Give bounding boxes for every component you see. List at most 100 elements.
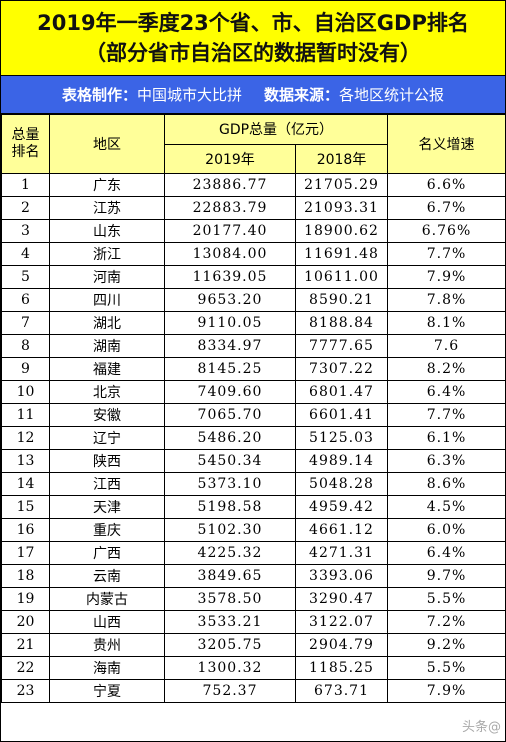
region-cell: 山东: [49, 219, 165, 243]
rank-header: 总量 排名: [1, 114, 50, 174]
table-row: 1 广东 23886.77 21705.29 6.6%: [1, 173, 506, 197]
gdp-2018-cell: 3290.47: [294, 587, 389, 611]
gdp-2019-cell: 3578.50: [164, 587, 296, 611]
gdp-table: 总量 排名 地区 GDP总量（亿元） 名义增速 2019年 2018年 1 广东 2…: [1, 114, 506, 703]
table-row: 17 广西 4225.32 4271.31 6.4%: [1, 541, 506, 565]
gdp-2019-cell: 9110.05: [164, 311, 296, 335]
table-row: 22 海南 1300.32 1185.25 5.5%: [1, 656, 506, 680]
table-row: 14 江西 5373.10 5048.28 8.6%: [1, 472, 506, 496]
title-band: 2019年一季度23个省、市、自治区GDP排名 （部分省市自治区的数据暂时没有）: [1, 1, 505, 76]
rank-cell: 14: [1, 472, 50, 496]
region-cell: 四川: [49, 288, 165, 312]
gdp-2019-cell: 9653.20: [164, 288, 296, 312]
table-row: 10 北京 7409.60 6801.47 6.4%: [1, 380, 506, 404]
growth-cell: 9.2%: [387, 633, 506, 657]
growth-cell: 6.76%: [387, 219, 506, 243]
rank-cell: 4: [1, 242, 50, 266]
table-row: 18 云南 3849.65 3393.06 9.7%: [1, 564, 506, 588]
rank-cell: 1: [1, 173, 50, 197]
growth-cell: 6.0%: [387, 518, 506, 542]
gdp-2019-cell: 8334.97: [164, 334, 296, 358]
growth-cell: 6.3%: [387, 449, 506, 473]
gdp-2019-cell: 3205.75: [164, 633, 296, 657]
region-cell: 重庆: [49, 518, 165, 542]
rank-cell: 22: [1, 656, 50, 680]
region-cell: 云南: [49, 564, 165, 588]
region-cell: 湖北: [49, 311, 165, 335]
growth-cell: 8.1%: [387, 311, 506, 335]
gdp-2019-cell: 3849.65: [164, 564, 296, 588]
gdp-2018-cell: 4661.12: [294, 518, 389, 542]
rank-cell: 3: [1, 219, 50, 243]
rank-cell: 10: [1, 380, 50, 404]
gdp-2018-cell: 8590.21: [294, 288, 389, 312]
credits-bar: 表格制作： 中国城市大比拼 数据来源： 各地区统计公报: [1, 76, 505, 114]
growth-cell: 4.5%: [387, 495, 506, 519]
growth-cell: 8.6%: [387, 472, 506, 496]
table-row: 13 陕西 5450.34 4989.14 6.3%: [1, 449, 506, 473]
rank-header-line2: 排名: [11, 144, 40, 160]
region-cell: 江西: [49, 472, 165, 496]
region-cell: 广东: [49, 173, 165, 197]
region-header: 地区: [49, 114, 165, 174]
rank-cell: 5: [1, 265, 50, 289]
region-cell: 海南: [49, 656, 165, 680]
table-row: 12 辽宁 5486.20 5125.03 6.1%: [1, 426, 506, 450]
gdp-2019-cell: 5450.34: [164, 449, 296, 473]
year-2019-header: 2019年: [164, 143, 296, 174]
growth-header: 名义增速: [387, 114, 506, 174]
growth-cell: 7.7%: [387, 242, 506, 266]
source-value: 各地区统计公报: [339, 86, 445, 104]
gdp-2019-cell: 3533.21: [164, 610, 296, 634]
table-body: 1 广东 23886.77 21705.29 6.6% 2 江苏 22883.79 21093.…: [1, 173, 506, 703]
gdp-2018-cell: 4959.42: [294, 495, 389, 519]
region-cell: 湖南: [49, 334, 165, 358]
page-title: 2019年一季度23个省、市、自治区GDP排名: [37, 11, 469, 35]
gdp-2018-cell: 7777.65: [294, 334, 389, 358]
gdp-2019-cell: 8145.25: [164, 357, 296, 381]
table-row: 19 内蒙古 3578.50 3290.47 5.5%: [1, 587, 506, 611]
gdp-2019-cell: 7409.60: [164, 380, 296, 404]
region-cell: 宁夏: [49, 679, 165, 703]
maker-value: 中国城市大比拼: [136, 86, 242, 104]
table-row: 5 河南 11639.05 10611.00 7.9%: [1, 265, 506, 289]
table-row: 4 浙江 13084.00 11691.48 7.7%: [1, 242, 506, 266]
growth-cell: 7.9%: [387, 679, 506, 703]
region-cell: 广西: [49, 541, 165, 565]
rank-cell: 12: [1, 426, 50, 450]
rank-cell: 2: [1, 196, 50, 220]
gdp-2019-cell: 5102.30: [164, 518, 296, 542]
rank-cell: 16: [1, 518, 50, 542]
growth-cell: 7.9%: [387, 265, 506, 289]
gdp-2019-cell: 1300.32: [164, 656, 296, 680]
gdp-2018-cell: 6801.47: [294, 380, 389, 404]
rank-cell: 9: [1, 357, 50, 381]
gdp-2019-cell: 5198.58: [164, 495, 296, 519]
gdp-2019-cell: 4225.32: [164, 541, 296, 565]
gdp-2018-cell: 4271.31: [294, 541, 389, 565]
region-cell: 陕西: [49, 449, 165, 473]
region-cell: 浙江: [49, 242, 165, 266]
table-row: 11 安徽 7065.70 6601.41 7.7%: [1, 403, 506, 427]
table-row: 7 湖北 9110.05 8188.84 8.1%: [1, 311, 506, 335]
region-cell: 安徽: [49, 403, 165, 427]
rank-cell: 19: [1, 587, 50, 611]
table-row: 9 福建 8145.25 7307.22 8.2%: [1, 357, 506, 381]
region-cell: 辽宁: [49, 426, 165, 450]
gdp-2018-cell: 3122.07: [294, 610, 389, 634]
gdp-2018-cell: 5125.03: [294, 426, 389, 450]
table-row: 15 天津 5198.58 4959.42 4.5%: [1, 495, 506, 519]
watermark: 头条@: [461, 720, 501, 735]
table-row: 20 山西 3533.21 3122.07 7.2%: [1, 610, 506, 634]
gdp-2019-cell: 22883.79: [164, 196, 296, 220]
region-cell: 山西: [49, 610, 165, 634]
gdp-2019-cell: 20177.40: [164, 219, 296, 243]
gdp-2019-cell: 23886.77: [164, 173, 296, 197]
gdp-2018-cell: 4989.14: [294, 449, 389, 473]
rank-cell: 20: [1, 610, 50, 634]
page-subtitle: （部分省市自治区的数据暂时没有）: [85, 41, 421, 65]
gdp-2018-cell: 673.71: [294, 679, 389, 703]
table-row: 2 江苏 22883.79 21093.31 6.7%: [1, 196, 506, 220]
region-cell: 江苏: [49, 196, 165, 220]
